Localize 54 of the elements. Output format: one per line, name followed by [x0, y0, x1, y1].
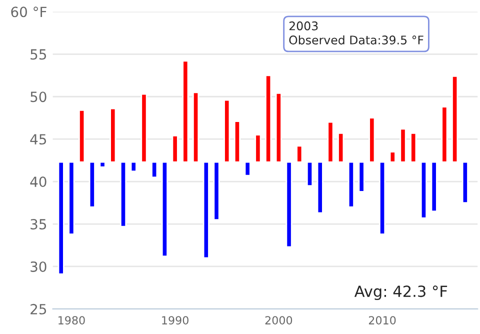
bar — [140, 93, 148, 163]
y-tick-label: 50 — [30, 92, 46, 102]
bar — [110, 108, 116, 163]
bar — [151, 161, 158, 178]
bar — [441, 106, 448, 163]
bar — [58, 161, 64, 275]
bar — [306, 161, 314, 186]
bar — [430, 161, 438, 212]
bar — [400, 128, 406, 163]
bar — [338, 132, 344, 163]
bar — [368, 117, 376, 163]
bar — [254, 134, 262, 163]
bar — [462, 161, 468, 204]
bar — [99, 161, 106, 168]
bar — [182, 60, 189, 163]
bar — [130, 161, 137, 172]
y-tick-label: 55 — [30, 49, 46, 60]
bar — [244, 161, 251, 176]
x-tick-label: 2000 — [265, 316, 292, 324]
bar — [389, 151, 396, 163]
x-tick-label: 1990 — [162, 316, 188, 324]
bar — [202, 161, 210, 259]
bar — [234, 120, 241, 163]
bar — [68, 161, 75, 235]
x-tick-label: 2010 — [368, 316, 396, 324]
bar — [420, 161, 428, 219]
bar — [296, 145, 303, 163]
y-tick-label: 35 — [30, 218, 46, 230]
y-tick-label: 45 — [30, 134, 46, 145]
bar — [265, 74, 272, 163]
annotation: 2003 Observed Data:39.5 °F — [289, 21, 424, 44]
bar — [327, 121, 334, 163]
bar — [452, 76, 458, 163]
bar — [316, 161, 324, 214]
bar — [172, 134, 178, 163]
bar — [213, 161, 220, 220]
bar — [224, 99, 230, 163]
x-tick-label: 1980 — [58, 316, 85, 324]
y-tick-label: 40 — [30, 176, 46, 188]
annotation: Avg: 42.3 °F — [354, 286, 448, 300]
bar — [192, 92, 200, 163]
y-tick-label: 30 — [30, 261, 46, 272]
bar — [161, 161, 168, 257]
bar — [120, 161, 127, 228]
bar — [348, 161, 354, 208]
bar — [378, 161, 386, 235]
bar — [88, 161, 96, 208]
bar — [275, 92, 282, 163]
bar — [78, 110, 86, 163]
y-tick-label: 60 °F — [11, 6, 46, 18]
bar — [358, 161, 365, 192]
y-tick-label: 25 — [30, 304, 46, 314]
bar — [286, 161, 292, 248]
bar — [410, 132, 417, 163]
